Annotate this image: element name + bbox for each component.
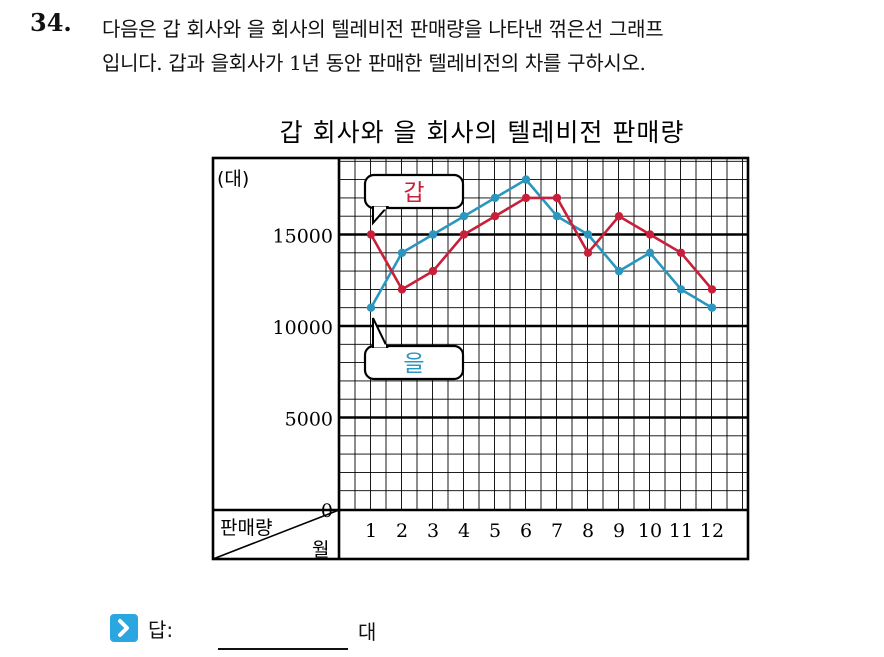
- x-tick-label: 2: [396, 520, 408, 542]
- x-tick-label: 6: [520, 520, 532, 542]
- data-point: [552, 193, 562, 203]
- data-point: [459, 230, 469, 239]
- answer-label: 답:: [148, 618, 174, 642]
- legend-series-name: 갑: [403, 180, 424, 206]
- data-point: [676, 248, 686, 257]
- chart-title: 갑 회사와 을 회사의 텔레비전 판매량: [280, 118, 685, 147]
- data-point: [428, 266, 438, 276]
- line-chart: 갑 회사와 을 회사의 텔레비전 판매량 050001000015000(대)판…: [211, 118, 750, 561]
- corner-label: 판매량: [220, 517, 272, 539]
- data-point: [490, 212, 500, 221]
- chart-callouts: 갑을: [363, 173, 465, 381]
- data-point: [707, 285, 717, 294]
- data-point: [459, 212, 469, 221]
- question-line-2: 입니다. 갑과 을회사가 1년 동안 판매한 텔레비전의 차를 구하시오.: [102, 51, 646, 75]
- data-point: [521, 193, 531, 203]
- data-point: [707, 303, 717, 312]
- data-point: [645, 230, 655, 239]
- data-point: [428, 230, 438, 239]
- x-tick-label: 9: [613, 520, 625, 542]
- x-tick-label: 8: [582, 520, 594, 542]
- data-point: [583, 230, 593, 239]
- x-tick-label: 3: [427, 520, 439, 542]
- y-tick-label: 5000: [285, 409, 333, 431]
- question-text: 다음은 갑 회사와 을 회사의 텔레비전 판매량을 나타낸 꺾은선 그래프 입니…: [102, 12, 872, 80]
- data-point: [645, 248, 655, 257]
- chart-grid: [339, 158, 748, 510]
- legend-callout-tail: [372, 317, 389, 348]
- answer-blank[interactable]: [218, 648, 348, 650]
- data-point: [366, 303, 376, 312]
- y-tick-label: 10000: [273, 317, 333, 339]
- x-tick-label: 12: [700, 520, 724, 542]
- x-tick-label: 1: [365, 520, 377, 542]
- y-axis-label: (대): [217, 168, 249, 190]
- legend-series-name: 을: [403, 351, 424, 377]
- data-point: [552, 212, 562, 221]
- answer-unit: 대: [358, 620, 377, 644]
- x-tick-label: 11: [669, 520, 693, 542]
- legend-callout-box: [363, 344, 465, 381]
- data-point: [366, 230, 376, 239]
- x-tick-label: 7: [551, 520, 563, 542]
- x-tick-label: 4: [458, 520, 470, 542]
- x-tick-label: 10: [638, 520, 662, 542]
- question-number: 34.: [30, 8, 72, 37]
- y-tick-label: 15000: [273, 226, 333, 248]
- series-line: [369, 196, 713, 291]
- chart-frame: [211, 156, 750, 561]
- chevron-right-icon: [110, 614, 138, 642]
- answer-row: 답: 대: [110, 610, 510, 650]
- data-point: [614, 212, 624, 221]
- data-point: [521, 175, 531, 184]
- x-tick-label: 5: [489, 520, 501, 542]
- data-point: [583, 248, 593, 257]
- data-point: [676, 285, 686, 294]
- legend-callout-box: [363, 173, 465, 210]
- data-point: [397, 248, 407, 257]
- data-point: [614, 266, 624, 276]
- x-axis-label: 월: [312, 539, 329, 561]
- corner-diagonal: [212, 509, 340, 560]
- chart-series: [366, 175, 717, 312]
- data-point: [397, 285, 407, 294]
- question-line-1: 다음은 갑 회사와 을 회사의 텔레비전 판매량을 나타낸 꺾은선 그래프: [102, 17, 664, 41]
- data-point: [490, 193, 500, 203]
